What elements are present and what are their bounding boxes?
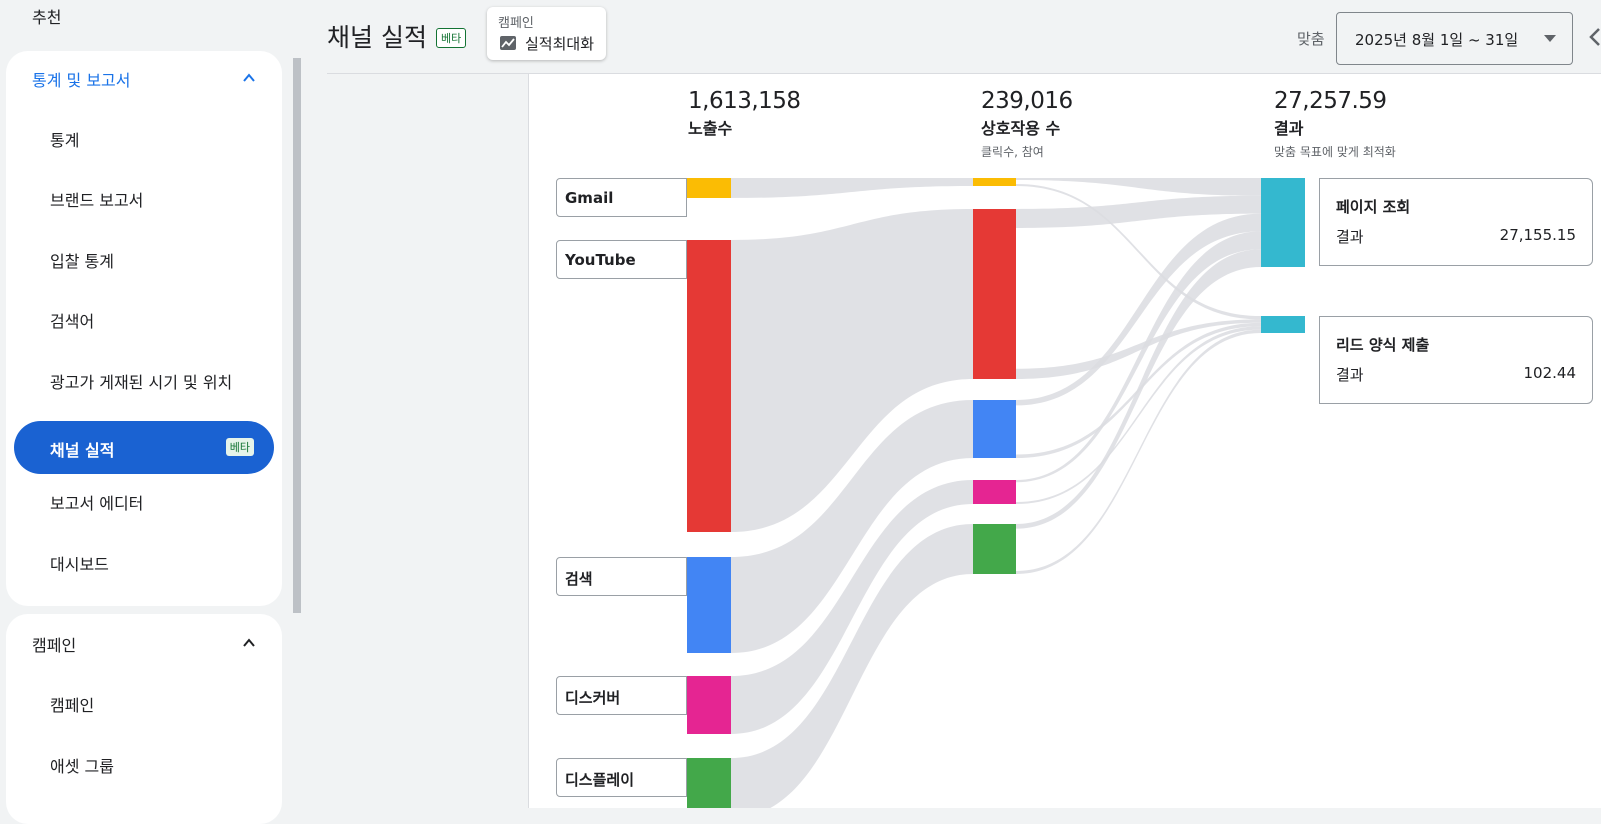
sidebar-scrollbar[interactable] xyxy=(293,58,301,613)
chevron-up-icon[interactable] xyxy=(242,636,256,650)
result-key: 결과 xyxy=(1336,366,1364,384)
source-name: 검색 xyxy=(565,570,593,588)
date-range-select[interactable]: 2025년 8월 1일 ~ 31일 xyxy=(1336,12,1573,65)
interactions-node-1[interactable] xyxy=(973,209,1016,379)
flow-interactions-to-lead-form xyxy=(1016,319,1261,379)
chevron-left-icon[interactable] xyxy=(1588,27,1601,47)
source-label-discover[interactable]: 디스커버 xyxy=(556,676,687,715)
chevron-up-icon[interactable] xyxy=(242,71,256,85)
date-range-type-label: 맞춤 xyxy=(1297,30,1325,48)
sidebar-section-campaigns: 캠페인 캠페인 애셋 그룹 xyxy=(6,614,282,824)
sidebar-item-report-editor[interactable]: 보고서 에디터 xyxy=(50,494,144,513)
sidebar-item-auction-insights[interactable]: 입찰 통계 xyxy=(50,252,114,271)
flow-impressions-to-interactions xyxy=(731,178,973,198)
page-title: 채널 실적 xyxy=(327,23,427,52)
flow-impressions-to-interactions xyxy=(731,480,973,734)
source-label-youtube[interactable]: YouTube xyxy=(556,240,687,279)
channel-performance-chart: 1,613,158 노출수 239,016 상호작용 수 클릭수, 참여 27,… xyxy=(528,74,1601,808)
flow-interactions-to-lead-form xyxy=(1016,329,1261,574)
sidebar-item-dashboard[interactable]: 대시보드 xyxy=(50,555,109,574)
impressions-node-2[interactable] xyxy=(687,557,731,653)
section-title-reports[interactable]: 통계 및 보고서 xyxy=(32,71,131,90)
stat-interactions: 239,016 상호작용 수 클릭수, 참여 xyxy=(981,88,1073,160)
sidebar-item-asset-groups[interactable]: 애셋 그룹 xyxy=(50,757,114,776)
campaign-filter-chip[interactable]: 캠페인 실적최대화 xyxy=(487,7,606,60)
sidebar-item-channel-performance[interactable]: 채널 실적 베타 xyxy=(14,421,274,474)
interactions-node-4[interactable] xyxy=(973,524,1016,574)
result-key: 결과 xyxy=(1336,228,1364,246)
sidebar: 추천 통계 및 보고서 통계 브랜드 보고서 입찰 통계 검색어 광고가 게재된… xyxy=(0,0,301,824)
flow-impressions-to-interactions xyxy=(731,400,973,653)
result-name: 페이지 조회 xyxy=(1336,198,1411,216)
chip-key: 캠페인 xyxy=(498,16,534,31)
flow-interactions-to-page-views xyxy=(1016,213,1261,406)
sankey-svg xyxy=(687,178,1305,808)
stat-value: 1,613,158 xyxy=(688,88,801,114)
sidebar-item-campaigns[interactable]: 캠페인 xyxy=(50,696,95,715)
stat-label: 결과 xyxy=(1274,119,1304,138)
sidebar-item-search-terms[interactable]: 검색어 xyxy=(50,312,95,331)
result-card-lead-form[interactable]: 리드 양식 제출 결과 102.44 xyxy=(1319,316,1593,404)
flow-interactions-to-lead-form xyxy=(1016,326,1261,504)
stat-impressions: 1,613,158 노출수 xyxy=(688,88,801,139)
date-range-value: 2025년 8월 1일 ~ 31일 xyxy=(1355,31,1519,49)
trending-chart-icon xyxy=(500,36,516,50)
caret-down-icon xyxy=(1544,35,1556,42)
stat-label: 노출수 xyxy=(688,119,733,138)
interactions-node-2[interactable] xyxy=(973,400,1016,458)
source-name: YouTube xyxy=(565,251,636,269)
source-label-search[interactable]: 검색 xyxy=(556,557,687,596)
sidebar-item-brand-report[interactable]: 브랜드 보고서 xyxy=(50,191,144,210)
result-name: 리드 양식 제출 xyxy=(1336,336,1430,354)
chip-value: 실적최대화 xyxy=(525,35,595,53)
interactions-node-0[interactable] xyxy=(973,178,1016,186)
flow-interactions-to-lead-form xyxy=(1016,184,1261,320)
beta-badge: 베타 xyxy=(225,438,254,456)
stat-label: 상호작용 수 xyxy=(981,119,1061,138)
impressions-node-3[interactable] xyxy=(687,676,731,734)
impressions-node-1[interactable] xyxy=(687,240,731,532)
result-node-0[interactable] xyxy=(1261,178,1305,267)
sidebar-section-reports: 통계 및 보고서 통계 브랜드 보고서 입찰 통계 검색어 광고가 게재된 시기… xyxy=(6,51,282,606)
section-title-campaigns[interactable]: 캠페인 xyxy=(32,636,77,655)
sidebar-item-when-where[interactable]: 광고가 게재된 시기 및 위치 xyxy=(50,373,233,392)
stat-sublabel: 클릭수, 참여 xyxy=(981,145,1044,159)
result-card-page-views[interactable]: 페이지 조회 결과 27,155.15 xyxy=(1319,178,1593,266)
stat-sublabel: 맞춤 목표에 맞게 최적화 xyxy=(1274,145,1396,159)
interactions-node-3[interactable] xyxy=(973,480,1016,504)
source-name: 디스커버 xyxy=(565,689,621,707)
sidebar-item-recommendations[interactable]: 추천 xyxy=(32,8,62,27)
sidebar-item-stats[interactable]: 통계 xyxy=(50,131,80,150)
source-label-display[interactable]: 디스플레이 xyxy=(556,758,687,797)
flow-interactions-to-page-views xyxy=(1016,249,1261,529)
source-name: Gmail xyxy=(565,189,614,207)
flow-interactions-to-page-views xyxy=(1016,178,1261,196)
stat-value: 27,257.59 xyxy=(1274,88,1387,114)
flow-interactions-to-page-views xyxy=(1016,195,1261,228)
result-value: 102.44 xyxy=(1523,364,1577,382)
flow-interactions-to-page-views xyxy=(1016,231,1261,483)
source-name: 디스플레이 xyxy=(565,771,635,789)
result-value: 27,155.15 xyxy=(1499,226,1576,244)
result-node-1[interactable] xyxy=(1261,316,1305,333)
header-divider xyxy=(327,73,1601,74)
stat-value: 239,016 xyxy=(981,88,1073,114)
stat-results: 27,257.59 결과 맞춤 목표에 맞게 최적화 xyxy=(1274,88,1396,160)
impressions-node-4[interactable] xyxy=(687,758,731,808)
beta-badge: 베타 xyxy=(436,28,467,48)
sidebar-item-label: 채널 실적 xyxy=(50,441,115,460)
impressions-node-0[interactable] xyxy=(687,178,731,198)
source-label-gmail[interactable]: Gmail xyxy=(556,178,687,217)
flow-impressions-to-interactions xyxy=(731,524,973,808)
flow-impressions-to-interactions xyxy=(731,209,973,532)
